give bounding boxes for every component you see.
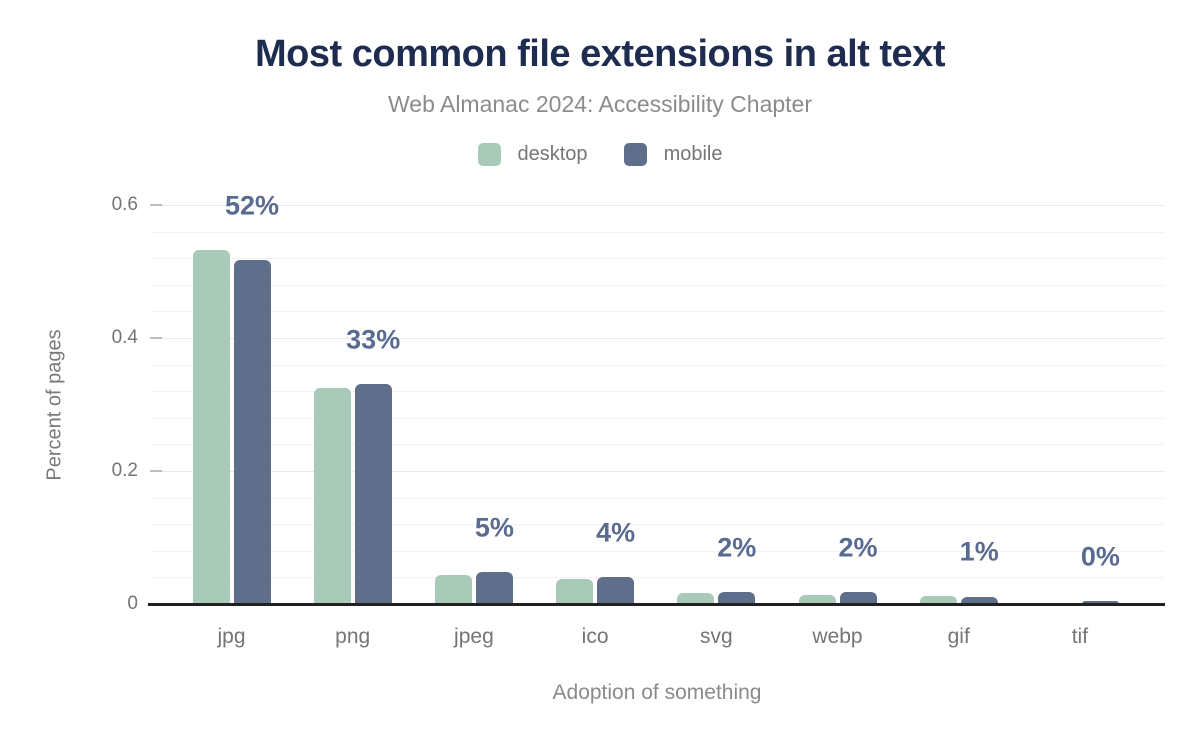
x-tick-label-svg: svg <box>699 625 733 648</box>
y-tick-label: 0 <box>127 593 138 614</box>
bar-mobile-gif <box>960 596 998 604</box>
legend-label-desktop: desktop <box>517 143 588 165</box>
y-tick-label: 0.6 <box>111 194 138 215</box>
legend-item-desktop: desktop <box>477 143 588 166</box>
gridline <box>150 285 1165 286</box>
gridline <box>150 365 1165 366</box>
value-label-jpeg: 5% <box>474 512 514 543</box>
x-axis-title: Adoption of something <box>552 681 762 704</box>
x-tick-label-jpg: jpg <box>217 625 246 648</box>
x-tick-label-ico: ico <box>581 625 609 648</box>
x-tick-label-gif: gif <box>947 625 970 648</box>
value-label-svg: 2% <box>717 532 757 563</box>
bar-desktop-webp <box>798 594 836 604</box>
bar-mobile-jpg <box>233 259 271 604</box>
bar-mobile-ico <box>597 576 635 604</box>
bar-desktop-gif <box>919 596 957 604</box>
gridline <box>150 577 1165 578</box>
y-axis-title: Percent of pages <box>43 329 66 481</box>
gridline <box>150 551 1165 552</box>
x-tick-label-webp: webp <box>812 625 863 648</box>
bar-mobile-tif <box>1081 601 1119 604</box>
bar-desktop-svg <box>677 592 715 604</box>
bar-mobile-jpeg <box>475 572 513 604</box>
gridline <box>150 338 1165 339</box>
gridline <box>150 311 1165 312</box>
bar-desktop-jpeg <box>434 574 472 604</box>
x-axis-line <box>148 603 1165 606</box>
y-tick-mark <box>150 470 162 472</box>
chart-subtitle: Web Almanac 2024: Accessibility Chapter <box>387 91 813 117</box>
y-tick-mark <box>150 337 162 339</box>
bar-desktop-png <box>313 387 351 604</box>
value-label-webp: 2% <box>838 532 878 563</box>
y-tick-label: 0.4 <box>111 327 138 348</box>
mobile-swatch-icon <box>623 143 647 166</box>
desktop-swatch-icon <box>477 143 501 166</box>
gridline <box>150 205 1165 206</box>
x-tick-label-tif: tif <box>1071 625 1089 648</box>
gridline <box>150 444 1165 445</box>
gridline <box>150 524 1165 525</box>
value-label-gif: 1% <box>959 536 999 567</box>
bar-mobile-svg <box>718 592 756 604</box>
value-label-ico: 4% <box>596 517 636 548</box>
gridline <box>150 471 1165 472</box>
x-tick-label-jpeg: jpeg <box>454 625 494 648</box>
bar-desktop-jpg <box>192 250 230 604</box>
gridline <box>150 232 1165 233</box>
value-label-tif: 0% <box>1080 541 1120 572</box>
gridline <box>150 258 1165 259</box>
bar-desktop-ico <box>556 578 594 604</box>
value-label-jpg: 52% <box>224 190 280 221</box>
gridline <box>150 418 1165 419</box>
legend-label-mobile: mobile <box>663 143 723 165</box>
legend: desktop mobile <box>0 143 1200 166</box>
y-tick-mark <box>150 204 162 206</box>
chart-title: Most common file extensions in alt text <box>255 33 945 75</box>
legend-item-mobile: mobile <box>623 143 723 166</box>
value-label-png: 33% <box>346 324 401 355</box>
x-tick-label-png: png <box>335 625 371 648</box>
y-tick-label: 0.2 <box>111 460 138 481</box>
gridline <box>150 498 1165 499</box>
gridline <box>150 391 1165 392</box>
bar-mobile-png <box>354 383 392 604</box>
bar-mobile-webp <box>839 592 877 604</box>
